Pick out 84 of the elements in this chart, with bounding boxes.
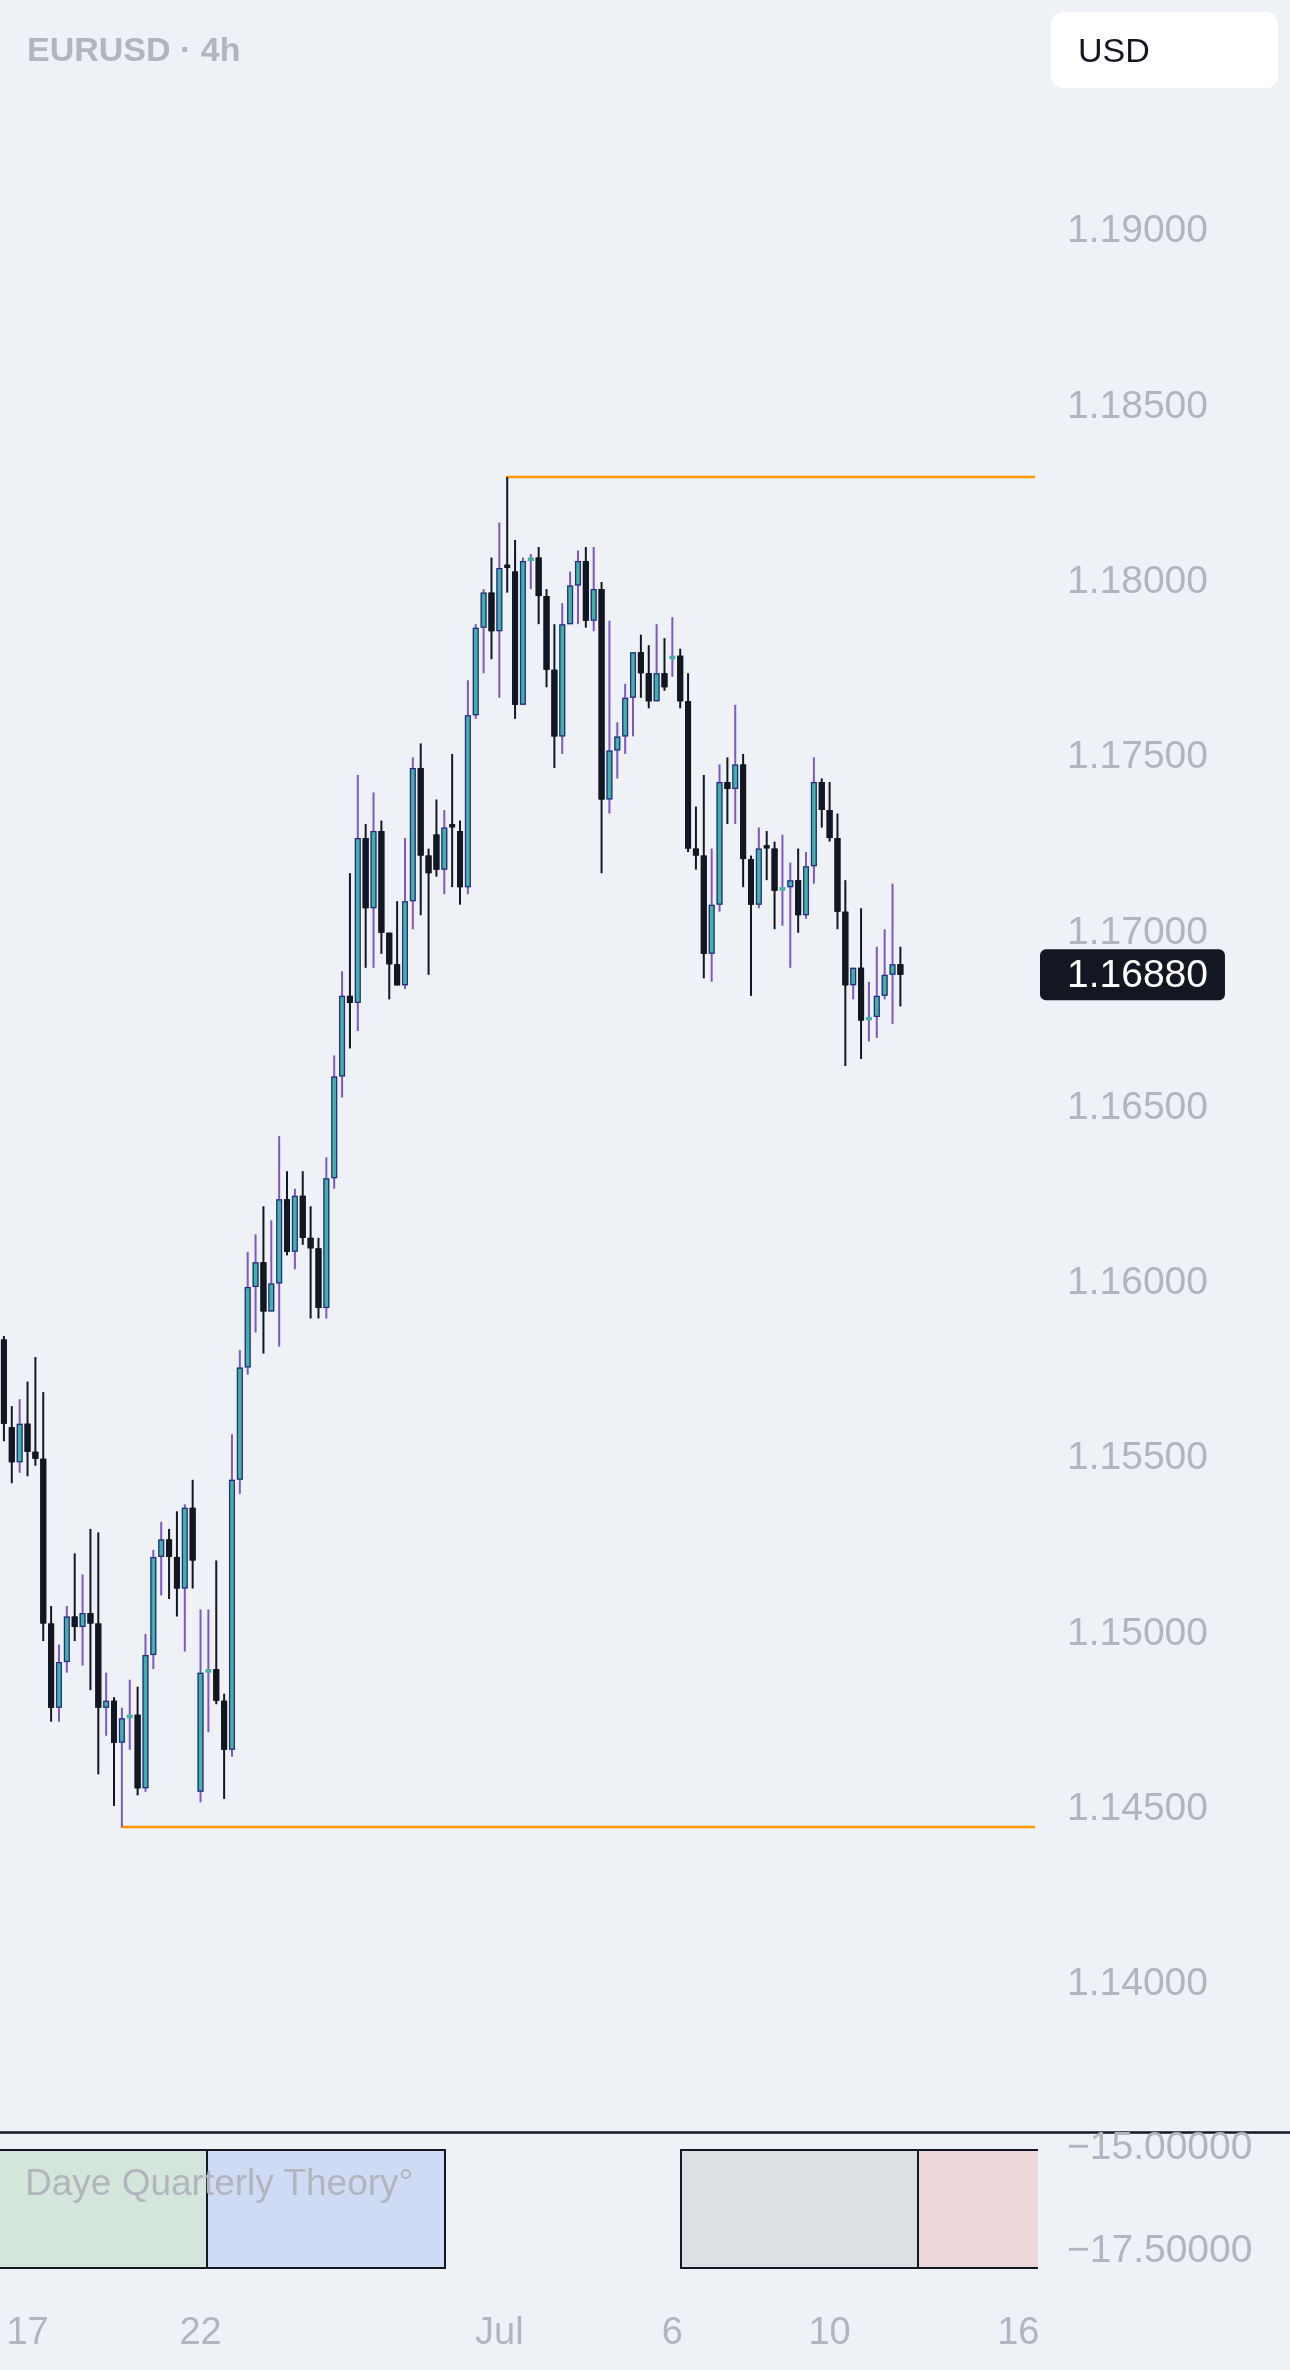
x-tick-label: 17 bbox=[6, 2310, 49, 2353]
y-tick-label: 1.16000 bbox=[1067, 1259, 1208, 1303]
candlestick bbox=[378, 819, 385, 955]
candlestick bbox=[173, 1510, 180, 1618]
candlestick bbox=[661, 637, 668, 692]
candlestick bbox=[771, 840, 778, 931]
candlestick bbox=[95, 1531, 102, 1776]
candlestick bbox=[394, 900, 401, 987]
y-tick-label: −15.00000 bbox=[1067, 2124, 1253, 2168]
candlestick bbox=[535, 546, 542, 626]
candlestick bbox=[685, 672, 692, 854]
candlestick bbox=[315, 1236, 322, 1320]
candlestick bbox=[763, 830, 770, 882]
candlestick bbox=[826, 780, 833, 843]
x-tick-label: Jul bbox=[475, 2310, 524, 2353]
candlestick bbox=[488, 556, 495, 661]
candlestick bbox=[32, 1356, 39, 1467]
candlestick bbox=[787, 861, 794, 969]
candlestick bbox=[307, 1205, 314, 1320]
candlestick bbox=[87, 1527, 94, 1692]
candlestick bbox=[850, 966, 857, 1001]
y-tick-label: 1.17000 bbox=[1067, 908, 1208, 952]
candlestick bbox=[677, 647, 684, 710]
candlestick bbox=[71, 1552, 78, 1643]
candlestick bbox=[724, 756, 731, 826]
candlestick bbox=[692, 805, 699, 871]
candlestick bbox=[40, 1391, 47, 1643]
candlestick bbox=[582, 546, 589, 629]
candlestick bbox=[0, 1335, 7, 1443]
candlestick bbox=[213, 1559, 220, 1706]
x-tick-label: 16 bbox=[997, 2310, 1040, 2353]
candlestick bbox=[8, 1405, 15, 1485]
x-tick-label: 6 bbox=[661, 2310, 683, 2353]
y-tick-label: 1.15000 bbox=[1067, 1609, 1208, 1653]
y-tick-label: 1.14000 bbox=[1067, 1960, 1208, 2004]
currency-button: USD bbox=[1051, 12, 1278, 88]
candlestick bbox=[543, 588, 550, 689]
y-axis-title: USD bbox=[1078, 31, 1150, 69]
y-tick-label: −17.50000 bbox=[1067, 2227, 1253, 2271]
text: EURUSD · 4h bbox=[27, 29, 241, 70]
candlestick bbox=[858, 907, 865, 1060]
candlestick bbox=[362, 823, 369, 969]
y-tick-label: 1.16500 bbox=[1067, 1083, 1208, 1127]
x-tick-label: 10 bbox=[808, 2310, 851, 2353]
candlestick bbox=[166, 1527, 173, 1600]
y-tick-label: 1.17500 bbox=[1067, 733, 1208, 777]
candlestick bbox=[24, 1380, 31, 1478]
candlestick bbox=[189, 1478, 196, 1590]
y-tick-label: 1.15500 bbox=[1067, 1434, 1208, 1478]
candlestick bbox=[598, 581, 605, 875]
candlestick bbox=[700, 773, 707, 980]
candlestick bbox=[873, 945, 880, 1039]
candlestick bbox=[512, 539, 519, 720]
y-tick-label: 1.18500 bbox=[1067, 382, 1208, 426]
candlestick bbox=[795, 847, 802, 934]
candlestick bbox=[449, 752, 456, 889]
candlestick bbox=[79, 1573, 86, 1667]
candlestick bbox=[897, 945, 904, 1008]
candlestick bbox=[881, 928, 888, 1001]
y-tick-label: 1.19000 bbox=[1067, 207, 1208, 251]
candlestick bbox=[103, 1671, 110, 1737]
candlestick bbox=[260, 1205, 267, 1355]
candlestick bbox=[417, 742, 424, 917]
candlestick bbox=[205, 1608, 212, 1734]
candlestick bbox=[158, 1520, 165, 1597]
y-tick-label: 1.14500 bbox=[1067, 1785, 1208, 1829]
candlestick bbox=[889, 882, 896, 1025]
text: 1.16880 bbox=[1067, 951, 1208, 995]
candlestick bbox=[779, 833, 786, 927]
candlestick bbox=[551, 623, 558, 769]
candlestick bbox=[645, 644, 652, 710]
candlestick bbox=[842, 879, 849, 1067]
y-tick-label: 1.18000 bbox=[1067, 557, 1208, 601]
candlestick bbox=[386, 931, 393, 1001]
candlestick bbox=[614, 721, 621, 780]
candlestick bbox=[346, 872, 353, 1050]
candlestick bbox=[299, 1170, 306, 1246]
candlestick bbox=[637, 633, 644, 699]
candlestick bbox=[221, 1692, 228, 1800]
candlestick bbox=[740, 752, 747, 889]
candlestick bbox=[134, 1685, 141, 1797]
x-tick-label: 22 bbox=[179, 2310, 222, 2353]
candlestick bbox=[48, 1605, 55, 1723]
candlestick bbox=[834, 812, 841, 931]
